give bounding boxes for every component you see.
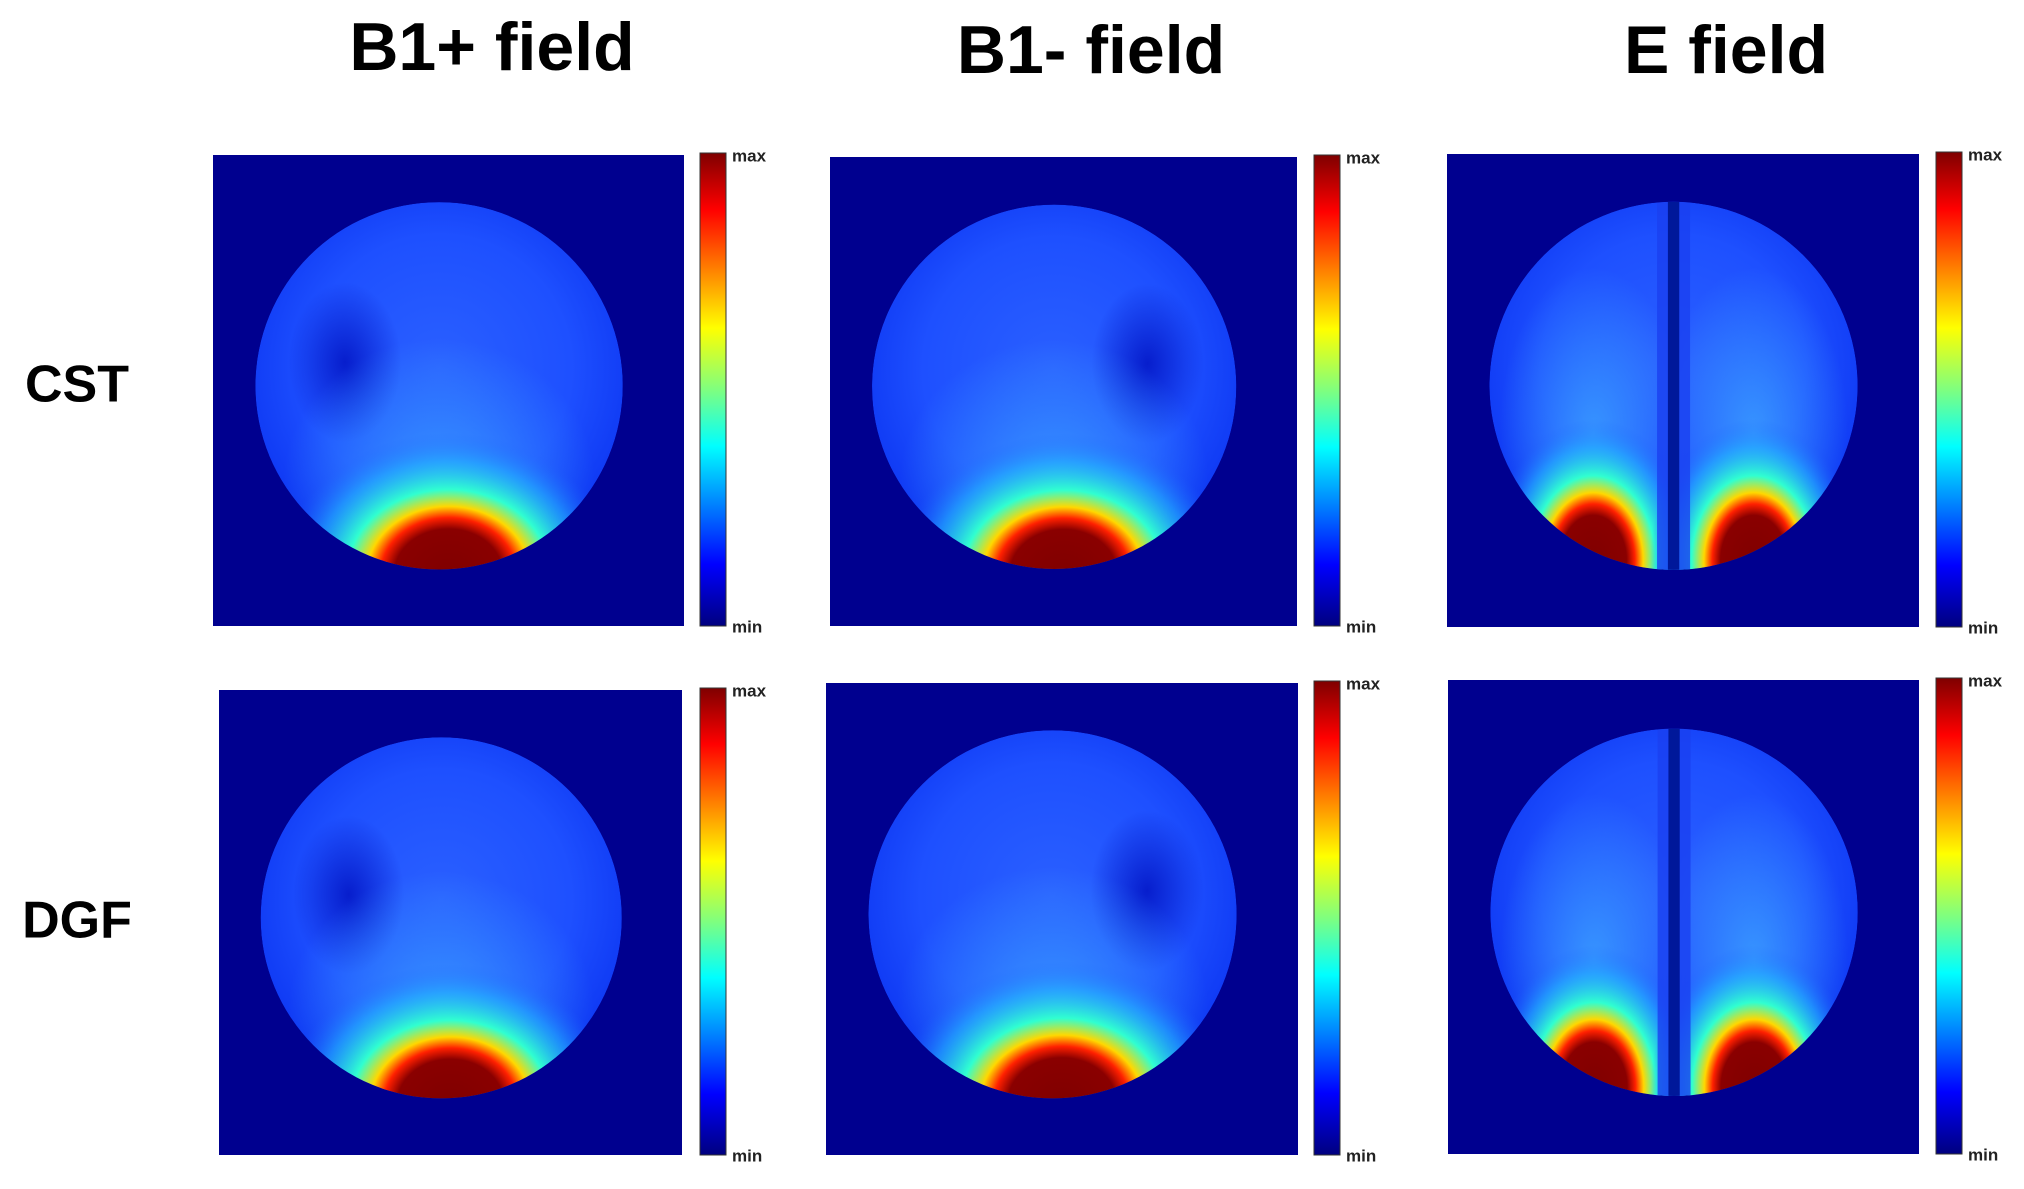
colorbar: [699, 152, 727, 627]
colorbar-min: min: [732, 1146, 762, 1165]
field-disc: [255, 202, 623, 570]
colorbar-min: min: [1968, 1145, 1998, 1164]
colorbar-max: max: [1968, 671, 2003, 690]
colorbar: [699, 687, 727, 1156]
column-title: E field: [1624, 12, 1828, 88]
null-line: [1667, 201, 1680, 570]
hotspot: [283, 964, 618, 1099]
colorbar: [1313, 154, 1341, 627]
colorbar: [1313, 680, 1341, 1156]
colorbar-min: min: [1968, 618, 1998, 637]
field-map: max min: [1447, 145, 2003, 637]
column-title: B1+ field: [349, 9, 634, 85]
hotspot: [892, 961, 1232, 1099]
row-label: DGF: [22, 892, 132, 950]
colorbar-max: max: [1968, 145, 2003, 164]
field-map: max min: [213, 146, 767, 636]
row-label: CST: [25, 356, 129, 414]
field-disc: [260, 737, 622, 1099]
colorbar-min: min: [732, 617, 762, 636]
colorbar-min: min: [1346, 1146, 1376, 1165]
colorbar-max: max: [732, 146, 767, 165]
field-map: max min: [830, 148, 1381, 636]
column-title: B1- field: [957, 12, 1225, 88]
colorbar-min: min: [1346, 617, 1376, 636]
field-disc: [872, 204, 1237, 569]
null-line: [1668, 728, 1680, 1096]
colorbar: [1935, 677, 1963, 1155]
hotspot: [278, 432, 619, 570]
hotspot: [895, 433, 1232, 569]
colorbar-max: max: [732, 681, 767, 700]
colorbar-max: max: [1346, 674, 1381, 693]
field-map: max min: [1448, 671, 2003, 1164]
field-disc: [868, 730, 1237, 1099]
colorbar-max: max: [1346, 148, 1381, 167]
field-map: max min: [219, 681, 767, 1165]
field-map: max min: [826, 674, 1381, 1165]
colorbar: [1935, 151, 1963, 628]
